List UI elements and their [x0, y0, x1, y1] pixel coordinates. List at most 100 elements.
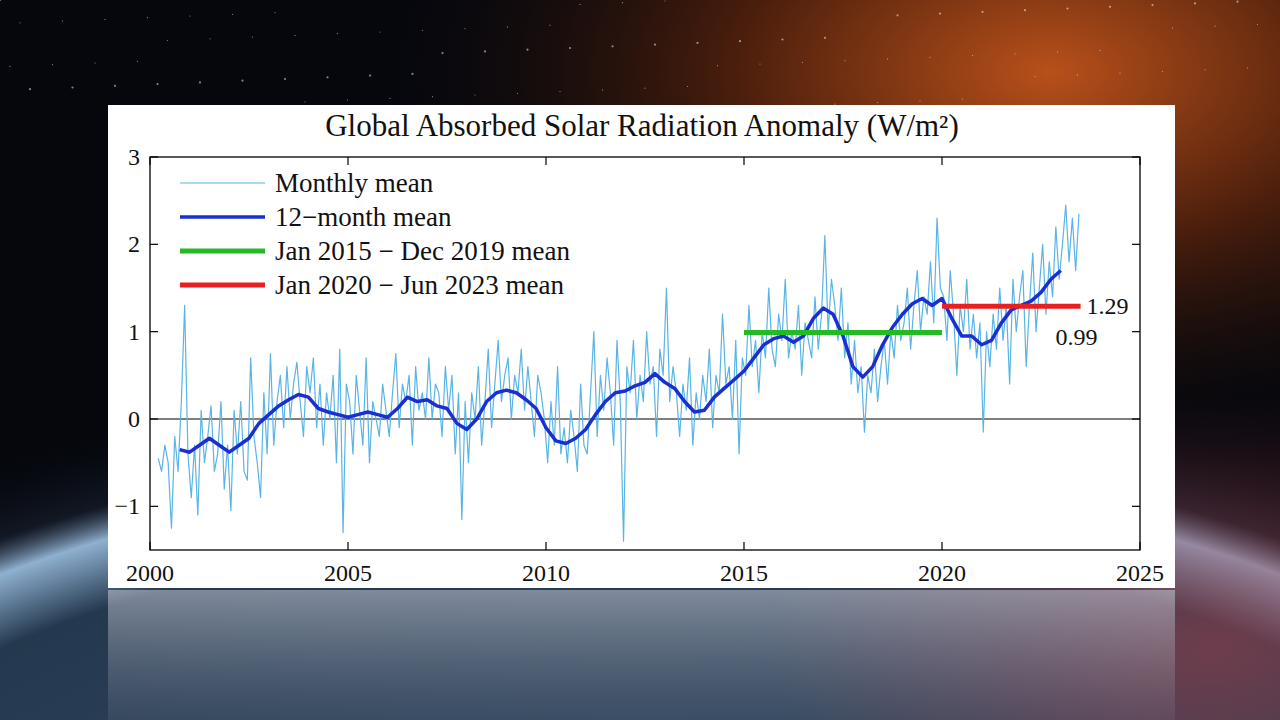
x-tick	[743, 542, 744, 550]
star	[644, 88, 645, 89]
x-tick-top	[941, 157, 942, 165]
star	[337, 33, 338, 34]
star	[929, 57, 930, 58]
star	[114, 85, 116, 87]
star	[1119, 73, 1120, 74]
x-tick-label: 2000	[126, 560, 174, 586]
y-tick	[150, 506, 158, 507]
star	[167, 40, 168, 41]
data-label: 0.99	[1056, 324, 1098, 350]
star	[687, 86, 688, 87]
star	[369, 75, 371, 77]
x-tick-top	[545, 157, 546, 165]
star	[9, 66, 10, 67]
star	[199, 81, 201, 83]
star	[94, 62, 95, 63]
star	[347, 100, 348, 101]
star	[71, 86, 73, 88]
earth	[0, 0, 1280, 720]
star	[1214, 26, 1215, 27]
stars	[0, 0, 1258, 110]
star	[1257, 24, 1258, 25]
star	[241, 80, 243, 82]
star	[526, 49, 528, 51]
star	[824, 37, 826, 39]
star	[232, 14, 233, 15]
star	[507, 26, 508, 27]
star	[844, 60, 845, 61]
space-background	[0, 0, 1280, 720]
plot-data	[158, 205, 1080, 541]
star	[887, 58, 888, 59]
star	[1109, 6, 1111, 8]
y-tick	[150, 418, 158, 419]
star	[602, 89, 603, 90]
star	[611, 45, 613, 47]
x-tick-label: 2010	[522, 560, 570, 586]
chart-panel	[108, 105, 1175, 588]
star	[432, 96, 433, 97]
series-line	[942, 304, 1081, 309]
stage: Global Absorbed Solar Radiation Anomaly …	[0, 0, 1280, 720]
series-line	[158, 205, 1079, 541]
y-tick-label: 3	[128, 144, 140, 170]
star	[29, 88, 31, 90]
star	[389, 98, 390, 99]
star	[939, 13, 941, 15]
star	[962, 99, 963, 100]
star	[1099, 50, 1100, 51]
star	[739, 40, 741, 42]
star	[622, 2, 623, 3]
series-line	[180, 271, 1061, 453]
y-tick-label: 0	[128, 406, 140, 432]
star	[834, 104, 835, 105]
star	[484, 50, 486, 52]
legend-label: 12−month mean	[275, 202, 452, 232]
star	[464, 28, 465, 29]
star	[579, 4, 580, 5]
star	[549, 25, 550, 26]
x-tick-label: 2015	[720, 560, 768, 586]
y-tick	[150, 331, 158, 332]
star	[569, 47, 571, 49]
star	[379, 31, 380, 32]
star	[147, 17, 148, 18]
star	[1247, 68, 1248, 69]
x-tick-label: 2005	[324, 560, 372, 586]
star	[972, 55, 973, 56]
star	[654, 44, 656, 46]
star	[156, 83, 158, 85]
legend-swatch	[180, 215, 265, 219]
star	[1024, 9, 1026, 11]
x-tick	[545, 542, 546, 550]
star	[0, 0, 1, 1]
y-tick-right	[1132, 244, 1140, 245]
axes: −10123200020052010201520202025	[114, 144, 1164, 586]
star	[1057, 52, 1058, 53]
star	[411, 73, 413, 75]
star	[1066, 7, 1068, 9]
star	[52, 64, 53, 65]
star	[664, 0, 665, 1]
red-glow	[0, 0, 1280, 720]
y-tick-label: 1	[128, 319, 140, 345]
chart-title: Global Absorbed Solar Radiation Anomaly …	[325, 108, 959, 143]
y-tick	[150, 244, 158, 245]
star	[759, 63, 760, 64]
y-tick-right	[1132, 418, 1140, 419]
x-tick-label: 2025	[1116, 560, 1164, 586]
star	[1194, 2, 1196, 4]
star	[252, 37, 253, 38]
star	[781, 38, 783, 40]
x-tick-top	[347, 157, 348, 165]
x-tick-label: 2020	[918, 560, 966, 586]
star	[441, 52, 443, 54]
star	[326, 76, 328, 78]
x-tick-top	[743, 157, 744, 165]
star	[1077, 74, 1078, 75]
star	[1236, 1, 1238, 3]
star	[919, 100, 920, 101]
star	[802, 62, 803, 63]
x-tick	[941, 542, 942, 550]
legend-swatch	[180, 249, 265, 254]
